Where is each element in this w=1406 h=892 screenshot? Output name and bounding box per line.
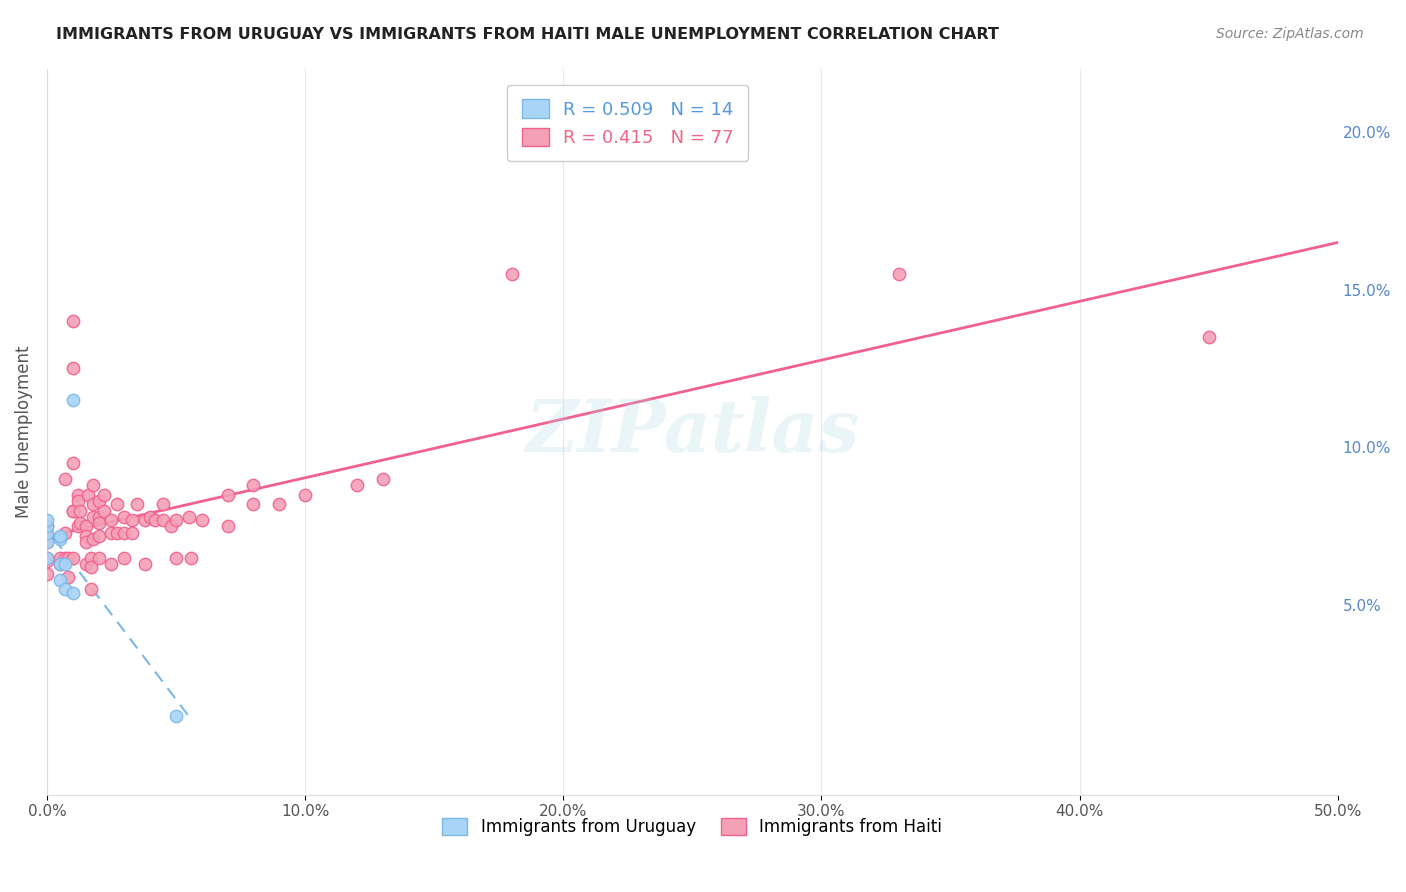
Point [56,550,79,565]
Point [112,509,135,524]
Point [127,497,149,511]
Point [139,509,162,524]
Point [66,494,89,508]
Point [62,314,84,328]
Point [80,550,103,565]
Point [62,503,84,517]
Point [242,478,264,492]
Point [121,525,143,540]
Point [62,503,84,517]
Point [159,519,181,533]
Point [75,519,97,533]
Point [93,488,115,502]
Point [217,519,239,533]
Point [35,535,58,549]
Point [49,558,72,572]
Point [112,525,135,540]
Point [87,509,110,524]
Point [53,550,76,565]
Point [152,497,174,511]
Point [165,708,187,723]
Point [217,488,239,502]
Point [35,550,58,565]
Point [69,516,91,531]
Point [100,525,122,540]
Point [35,529,58,543]
Point [75,558,97,572]
Point [82,478,104,492]
Point [887,267,910,281]
Point [53,525,76,540]
Point [53,582,76,597]
Point [87,529,110,543]
Point [53,472,76,486]
Point [35,525,58,540]
Point [80,582,103,597]
Point [35,519,58,533]
Point [100,558,122,572]
Point [152,513,174,527]
Point [105,525,128,540]
Point [177,509,200,524]
Point [66,519,89,533]
Point [35,550,58,565]
Point [80,560,103,574]
Point [35,513,58,527]
Point [35,535,58,549]
Point [294,488,316,502]
Text: IMMIGRANTS FROM URUGUAY VS IMMIGRANTS FROM HAITI MALE UNEMPLOYMENT CORRELATION C: IMMIGRANTS FROM URUGUAY VS IMMIGRANTS FR… [56,27,1000,42]
Point [62,392,84,407]
Point [49,529,72,543]
Point [121,513,143,527]
Point [66,488,89,502]
Point [1198,330,1220,344]
Point [53,558,76,572]
Point [143,513,166,527]
Point [269,497,291,511]
Point [87,550,110,565]
Point [191,513,214,527]
Point [93,503,115,517]
Text: ZIPatlas: ZIPatlas [526,396,859,467]
Y-axis label: Male Unemployment: Male Unemployment [15,345,32,518]
Point [35,566,58,581]
Point [82,532,104,546]
Point [49,558,72,572]
Point [62,361,84,376]
Point [105,497,128,511]
Text: Source: ZipAtlas.com: Source: ZipAtlas.com [1216,27,1364,41]
Point [165,550,187,565]
Point [49,532,72,546]
Point [87,516,110,531]
Point [82,497,104,511]
Point [371,472,394,486]
Point [100,513,122,527]
Point [35,519,58,533]
Legend: Immigrants from Uruguay, Immigrants from Haiti: Immigrants from Uruguay, Immigrants from… [434,810,950,845]
Point [180,550,202,565]
Point [112,550,135,565]
Point [346,478,368,492]
Point [69,503,91,517]
Point [501,267,523,281]
Point [49,573,72,587]
Point [77,488,100,502]
Point [49,550,72,565]
Point [82,509,104,524]
Point [62,456,84,470]
Point [134,513,156,527]
Point [75,535,97,549]
Point [87,494,110,508]
Point [56,570,79,584]
Point [62,550,84,565]
Point [35,554,58,568]
Point [75,529,97,543]
Point [62,585,84,599]
Point [242,497,264,511]
Point [134,558,156,572]
Point [165,513,187,527]
